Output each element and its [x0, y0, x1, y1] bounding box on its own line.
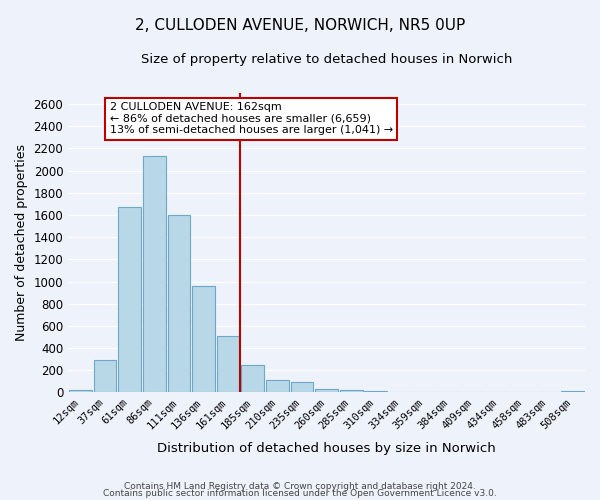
Text: Contains HM Land Registry data © Crown copyright and database right 2024.: Contains HM Land Registry data © Crown c… — [124, 482, 476, 491]
Y-axis label: Number of detached properties: Number of detached properties — [15, 144, 28, 341]
Bar — [266, 380, 289, 392]
Bar — [340, 390, 362, 392]
Bar — [241, 364, 264, 392]
X-axis label: Distribution of detached houses by size in Norwich: Distribution of detached houses by size … — [157, 442, 496, 455]
Bar — [290, 382, 313, 392]
Text: Contains public sector information licensed under the Open Government Licence v3: Contains public sector information licen… — [103, 490, 497, 498]
Bar — [217, 336, 239, 392]
Title: Size of property relative to detached houses in Norwich: Size of property relative to detached ho… — [141, 52, 512, 66]
Bar — [167, 215, 190, 392]
Bar — [562, 391, 584, 392]
Bar — [364, 391, 387, 392]
Bar — [315, 388, 338, 392]
Text: 2, CULLODEN AVENUE, NORWICH, NR5 0UP: 2, CULLODEN AVENUE, NORWICH, NR5 0UP — [135, 18, 465, 32]
Bar — [192, 286, 215, 393]
Bar — [94, 360, 116, 392]
Text: 2 CULLODEN AVENUE: 162sqm
← 86% of detached houses are smaller (6,659)
13% of se: 2 CULLODEN AVENUE: 162sqm ← 86% of detac… — [110, 102, 393, 135]
Bar — [69, 390, 92, 392]
Bar — [118, 208, 141, 392]
Bar — [143, 156, 166, 392]
